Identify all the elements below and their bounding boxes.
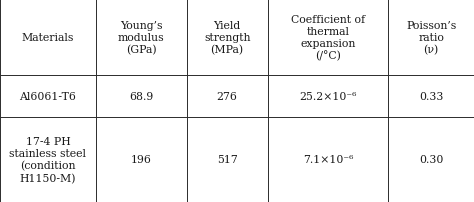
Text: Poisson’s
ratio
(ν): Poisson’s ratio (ν) — [406, 21, 456, 55]
Text: Al6061-T6: Al6061-T6 — [19, 92, 76, 101]
Text: 0.30: 0.30 — [419, 155, 443, 165]
Text: 0.33: 0.33 — [419, 92, 443, 101]
Text: 25.2×10⁻⁶: 25.2×10⁻⁶ — [299, 92, 356, 101]
Text: Young’s
modulus
(GPa): Young’s modulus (GPa) — [118, 21, 164, 55]
Text: 7.1×10⁻⁶: 7.1×10⁻⁶ — [303, 155, 353, 165]
Text: 517: 517 — [217, 155, 237, 165]
Text: 68.9: 68.9 — [129, 92, 154, 101]
Text: 196: 196 — [131, 155, 152, 165]
Text: Materials: Materials — [22, 33, 74, 43]
Text: Coefficient of
thermal
expansion
(/°C): Coefficient of thermal expansion (/°C) — [291, 15, 365, 61]
Text: 276: 276 — [217, 92, 237, 101]
Text: 17-4 PH
stainless steel
(condition
H1150-M): 17-4 PH stainless steel (condition H1150… — [9, 136, 86, 183]
Text: Yield
strength
(MPa): Yield strength (MPa) — [204, 21, 250, 55]
